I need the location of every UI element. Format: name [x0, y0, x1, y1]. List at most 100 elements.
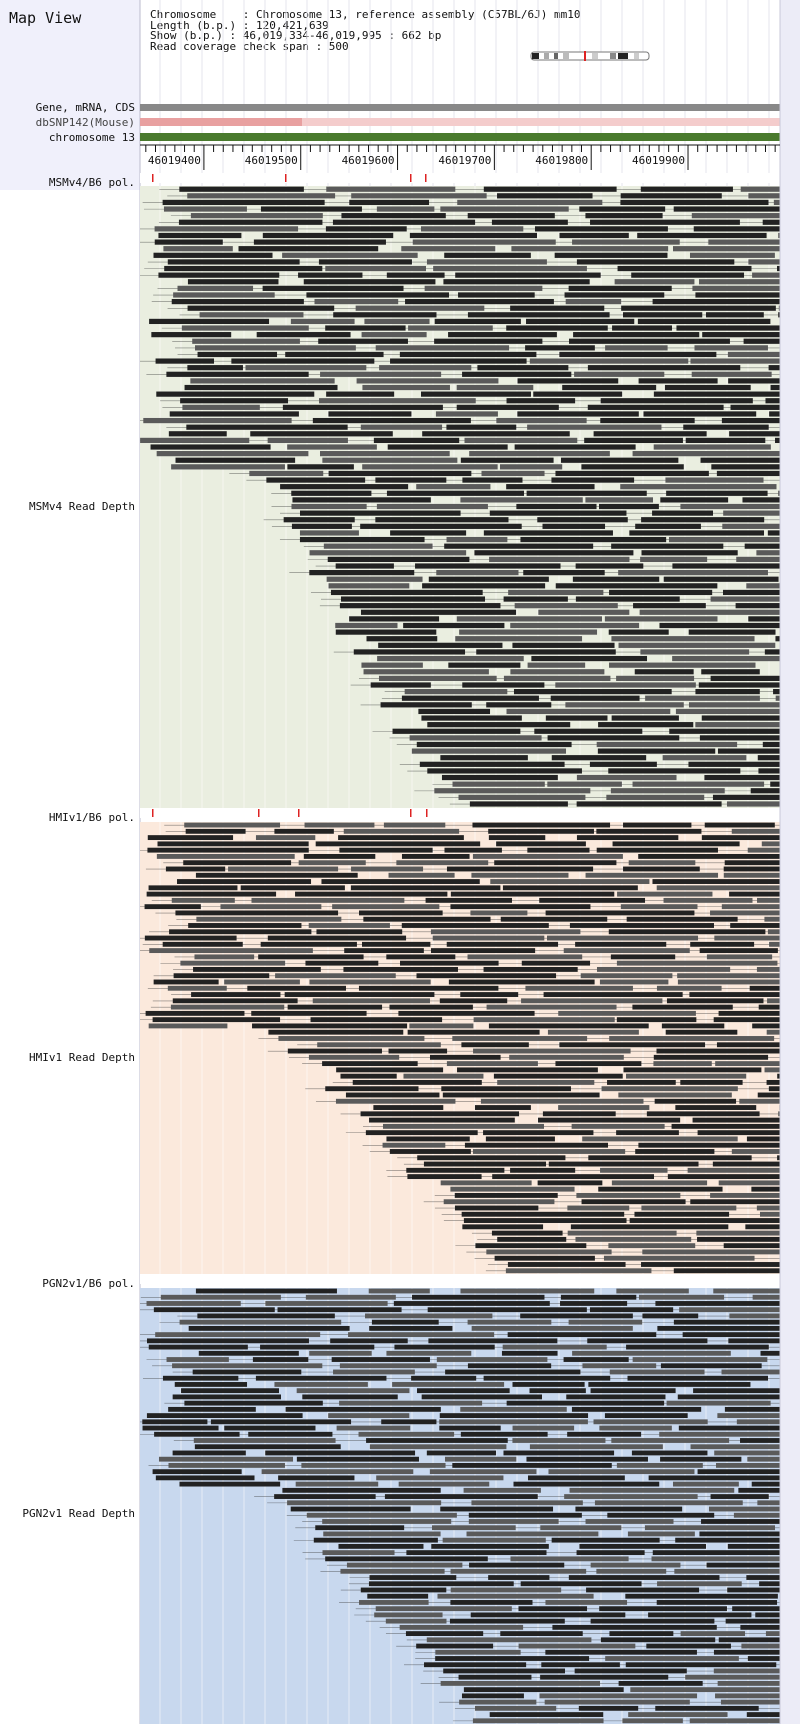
read	[437, 1593, 594, 1599]
read	[394, 1344, 495, 1350]
read	[353, 649, 466, 655]
read	[715, 1061, 800, 1067]
read	[721, 904, 800, 910]
read	[267, 935, 407, 941]
polymorphism-marker[interactable]	[425, 174, 427, 182]
read	[752, 1294, 800, 1300]
read	[461, 1042, 529, 1048]
read	[390, 530, 467, 536]
read	[373, 1105, 444, 1110]
read	[560, 1294, 637, 1300]
read	[365, 1313, 493, 1319]
read	[710, 1494, 769, 1499]
snp-track-bar[interactable]	[140, 118, 302, 126]
read	[494, 1255, 595, 1261]
read	[700, 457, 800, 463]
read	[746, 1136, 800, 1142]
polymorphism-marker[interactable]	[426, 809, 428, 817]
read	[694, 345, 768, 351]
read	[376, 206, 435, 212]
polymorphism-marker[interactable]	[152, 174, 154, 182]
read	[421, 715, 522, 721]
read	[564, 292, 665, 298]
read	[429, 1469, 537, 1475]
read	[151, 332, 232, 338]
read	[698, 279, 781, 285]
read	[455, 272, 601, 278]
read	[392, 1382, 505, 1387]
read	[172, 1363, 323, 1369]
read	[635, 523, 701, 529]
read	[444, 1456, 517, 1462]
read	[146, 1301, 241, 1306]
read	[452, 1036, 588, 1041]
read	[224, 979, 300, 985]
read	[440, 206, 569, 212]
polymorphism-marker[interactable]	[410, 809, 412, 817]
read	[646, 1643, 731, 1649]
read	[253, 239, 386, 245]
read	[442, 1092, 600, 1098]
read	[669, 728, 800, 734]
read	[710, 910, 800, 916]
read	[404, 689, 508, 695]
read	[626, 1344, 769, 1350]
read	[157, 841, 309, 847]
read	[638, 1142, 800, 1148]
read	[291, 490, 372, 496]
read	[298, 860, 366, 866]
read	[330, 589, 483, 596]
read	[429, 1054, 501, 1060]
gene-track-bar[interactable]	[140, 104, 780, 111]
read	[745, 1224, 800, 1230]
read	[315, 841, 481, 847]
read	[609, 1369, 705, 1375]
read	[701, 669, 760, 675]
polymorphism-marker[interactable]	[298, 809, 300, 817]
read	[306, 1512, 457, 1518]
read	[666, 1400, 771, 1406]
page-title: Map View	[9, 9, 82, 27]
read	[401, 246, 496, 252]
read	[444, 543, 594, 549]
read	[689, 252, 775, 258]
read	[544, 1699, 690, 1705]
read	[538, 1117, 681, 1123]
read	[616, 1288, 689, 1294]
read	[691, 213, 800, 219]
read	[629, 530, 765, 536]
read	[510, 669, 605, 675]
polymorphism-marker[interactable]	[258, 809, 260, 817]
read	[323, 543, 433, 549]
read	[555, 583, 718, 589]
chromosome-track-bar[interactable]	[140, 133, 780, 141]
read	[140, 437, 250, 444]
read	[247, 985, 346, 991]
read	[723, 866, 800, 872]
read	[559, 232, 629, 239]
read	[398, 1481, 490, 1487]
read	[689, 1718, 783, 1724]
read	[604, 616, 718, 622]
polymorphism-marker[interactable]	[152, 809, 154, 817]
read	[587, 1338, 708, 1344]
read	[512, 1425, 575, 1431]
read	[717, 748, 800, 754]
read	[245, 365, 367, 371]
read	[295, 891, 448, 897]
read	[616, 960, 778, 966]
chromosome-ideogram[interactable]	[530, 51, 652, 61]
read	[401, 695, 539, 701]
polymorphism-marker[interactable]	[285, 174, 287, 182]
read	[728, 1338, 800, 1344]
polymorphism-marker[interactable]	[410, 174, 412, 182]
read	[571, 1123, 665, 1129]
pgn-depth-label: PGN2v1 Read Depth	[22, 1507, 135, 1520]
read	[680, 1631, 746, 1636]
read	[325, 1086, 419, 1092]
read	[343, 828, 460, 834]
read	[728, 378, 800, 384]
read	[672, 1481, 739, 1487]
read	[675, 1537, 794, 1543]
